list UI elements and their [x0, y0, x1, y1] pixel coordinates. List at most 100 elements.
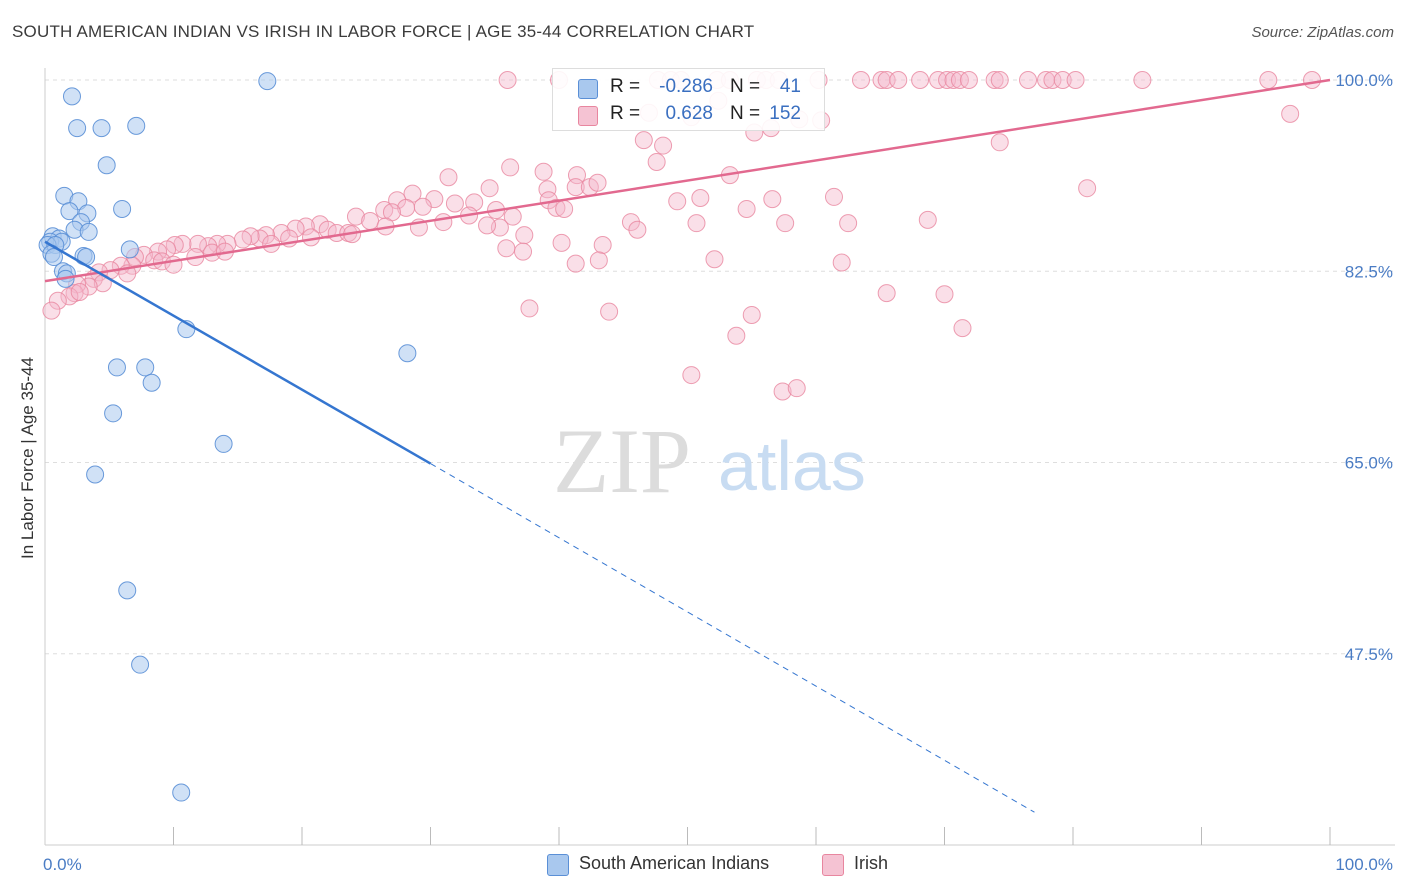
- irish-point: [208, 234, 227, 253]
- irish-point: [889, 71, 908, 89]
- south-american-indian-point: [60, 202, 79, 221]
- irish-point: [434, 213, 453, 232]
- irish-point: [668, 192, 687, 211]
- irish-point: [990, 71, 1009, 89]
- legend-row-blue: R = -0.286 N = 41: [553, 74, 824, 102]
- watermark-zip: ZIP: [553, 410, 691, 512]
- irish-point: [763, 190, 782, 209]
- irish-point: [593, 236, 612, 255]
- watermark-atlas: atlas: [718, 427, 866, 505]
- irish-point: [375, 201, 394, 220]
- irish-point: [158, 240, 177, 259]
- y-tick-label: 47.5%: [1345, 645, 1393, 664]
- series-label: Irish: [854, 853, 889, 873]
- irish-point: [877, 284, 896, 303]
- irish-point: [361, 211, 380, 230]
- irish-point: [737, 199, 756, 218]
- south-american-indian-points: [38, 72, 417, 802]
- south-american-indian-point: [398, 344, 417, 363]
- irish-point: [346, 207, 365, 226]
- south-american-indian-point: [113, 199, 132, 218]
- south-american-indian-trend-line: [44, 240, 432, 465]
- irish-point: [515, 226, 534, 245]
- irish-point: [600, 302, 619, 321]
- irish-point: [953, 319, 972, 338]
- south-american-indian-point: [68, 119, 87, 138]
- irish-point: [520, 299, 539, 318]
- chart-title: SOUTH AMERICAN INDIAN VS IRISH IN LABOR …: [12, 22, 755, 41]
- irish-point: [478, 216, 497, 235]
- irish-point: [1019, 71, 1038, 89]
- irish-trend-line: [44, 78, 1331, 283]
- irish-point: [589, 251, 608, 270]
- irish-point: [1043, 71, 1062, 89]
- legend-r-label: R =: [610, 103, 641, 124]
- irish-point: [588, 173, 607, 192]
- irish-point: [1133, 71, 1152, 89]
- irish-point: [566, 254, 585, 273]
- irish-point: [705, 250, 724, 269]
- irish-point: [959, 71, 978, 89]
- irish-point: [566, 178, 585, 197]
- irish-point: [1281, 104, 1300, 123]
- south-american-indian-point: [97, 156, 116, 175]
- south-american-indian-point: [172, 783, 191, 802]
- south-american-indian-point: [86, 465, 105, 484]
- legend-n-value: 152: [769, 103, 801, 124]
- south-american-indian-point: [107, 358, 126, 377]
- irish-point: [938, 71, 957, 89]
- irish-point: [727, 326, 746, 345]
- irish-point: [149, 242, 168, 261]
- x-tick-label: 0.0%: [43, 855, 82, 874]
- legend-n-value: 41: [779, 76, 801, 97]
- irish-point: [552, 233, 571, 252]
- south-american-indian-point: [131, 655, 150, 674]
- south-american-indian-point: [62, 87, 81, 106]
- irish-point: [480, 179, 499, 198]
- irish-point: [787, 379, 806, 398]
- irish-point: [70, 283, 89, 302]
- south-american-indian-point: [136, 358, 155, 377]
- irish-point: [164, 255, 183, 274]
- irish-point: [691, 189, 710, 208]
- series-swatch-pink: [822, 854, 844, 876]
- series-label: South American Indians: [579, 853, 770, 873]
- south-american-indian-point: [214, 434, 233, 453]
- stats-legend: R = -0.286 N = 41 R = 0.628 N = 152: [552, 68, 825, 131]
- irish-point: [851, 71, 870, 89]
- irish-point: [42, 301, 61, 320]
- irish-point: [501, 158, 520, 177]
- irish-point: [647, 152, 666, 171]
- irish-point: [1259, 71, 1278, 89]
- irish-point: [742, 305, 761, 324]
- irish-point: [682, 366, 701, 385]
- legend-n-label: N =: [730, 76, 761, 97]
- irish-point: [990, 133, 1009, 152]
- irish-point: [1078, 179, 1097, 198]
- irish-point: [439, 168, 458, 187]
- series-legend: South American Indians Irish: [0, 853, 1406, 877]
- irish-point: [534, 162, 553, 181]
- irish-point: [911, 71, 930, 89]
- irish-point: [654, 136, 673, 155]
- irish-point: [628, 220, 647, 239]
- legend-row-pink: R = 0.628 N = 152: [553, 101, 824, 129]
- irish-point: [634, 131, 653, 150]
- y-axis-label: In Labor Force | Age 35-44: [18, 357, 37, 559]
- trend-lines: [44, 78, 1331, 813]
- irish-point: [547, 198, 566, 217]
- series-swatch-blue: [547, 854, 569, 876]
- legend-swatch-pink: [578, 106, 598, 126]
- legend-swatch-blue: [578, 79, 598, 99]
- y-tick-label: 65.0%: [1345, 454, 1393, 473]
- irish-point: [413, 197, 432, 216]
- legend-r-label: R =: [610, 76, 641, 97]
- source-label: Source: ZipAtlas.com: [1251, 24, 1394, 41]
- irish-point: [832, 253, 851, 272]
- legend-r-value: -0.286: [659, 76, 713, 97]
- south-american-indian-point: [118, 581, 137, 600]
- irish-point: [621, 213, 640, 232]
- south-american-indian-point: [142, 373, 161, 392]
- irish-point: [824, 187, 843, 206]
- irish-point: [65, 284, 84, 303]
